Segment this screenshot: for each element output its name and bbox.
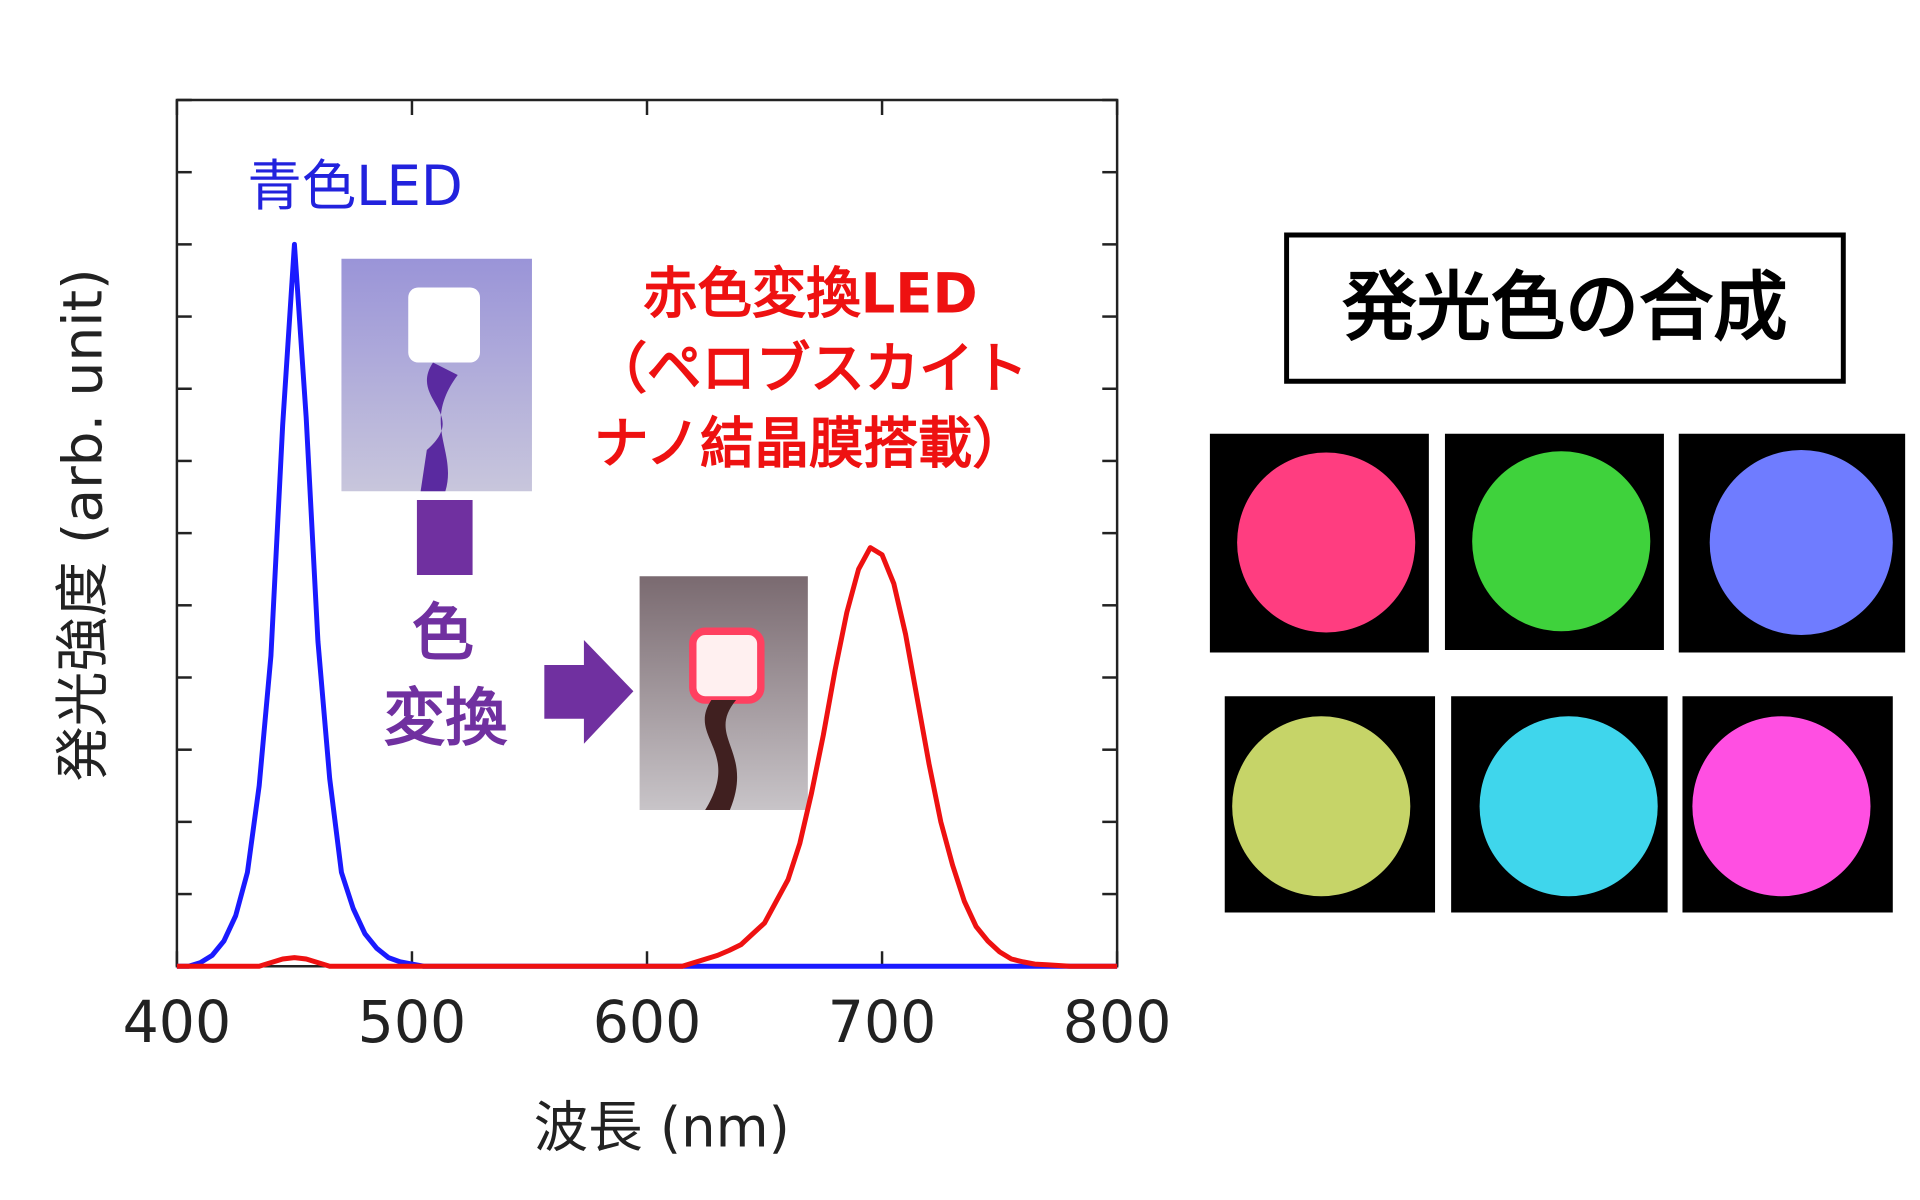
arrow bbox=[544, 640, 634, 744]
x-tick-label: 700 bbox=[828, 990, 937, 1056]
swatch bbox=[1479, 716, 1658, 897]
swatch bbox=[1709, 450, 1893, 635]
photo-wire bbox=[420, 362, 458, 492]
swatch bbox=[1692, 716, 1871, 897]
x-tick-label: 500 bbox=[358, 990, 467, 1056]
annotation: （ペロブスカイト bbox=[593, 336, 1028, 400]
panel-title-box bbox=[1284, 232, 1846, 384]
x-axis-title: 波長 (nm) bbox=[534, 1095, 790, 1159]
plot-frame bbox=[175, 98, 1119, 968]
annotation: 変換 bbox=[384, 681, 509, 754]
y-axis-title: 発光強度 (arb. unit) bbox=[51, 268, 115, 781]
series-line bbox=[176, 545, 1118, 969]
swatch bbox=[1237, 452, 1416, 633]
panel-title: 発光色の合成 bbox=[1342, 264, 1787, 351]
photo-glow bbox=[408, 287, 480, 363]
x-tick-label: 800 bbox=[1063, 990, 1172, 1056]
swatch bbox=[1232, 716, 1411, 897]
photo-wire bbox=[704, 700, 738, 810]
swatch bbox=[1472, 451, 1651, 632]
annotation: ナノ結晶膜搭載） bbox=[594, 411, 1027, 475]
legend-label: 赤色変換LED bbox=[643, 261, 978, 325]
annotation: 色 bbox=[412, 596, 474, 669]
x-tick-label: 400 bbox=[123, 990, 232, 1056]
legend-label: 青色LED bbox=[247, 154, 462, 218]
x-tick-label: 600 bbox=[593, 990, 702, 1056]
photo-glow bbox=[689, 627, 765, 704]
connector-bar bbox=[416, 500, 473, 575]
